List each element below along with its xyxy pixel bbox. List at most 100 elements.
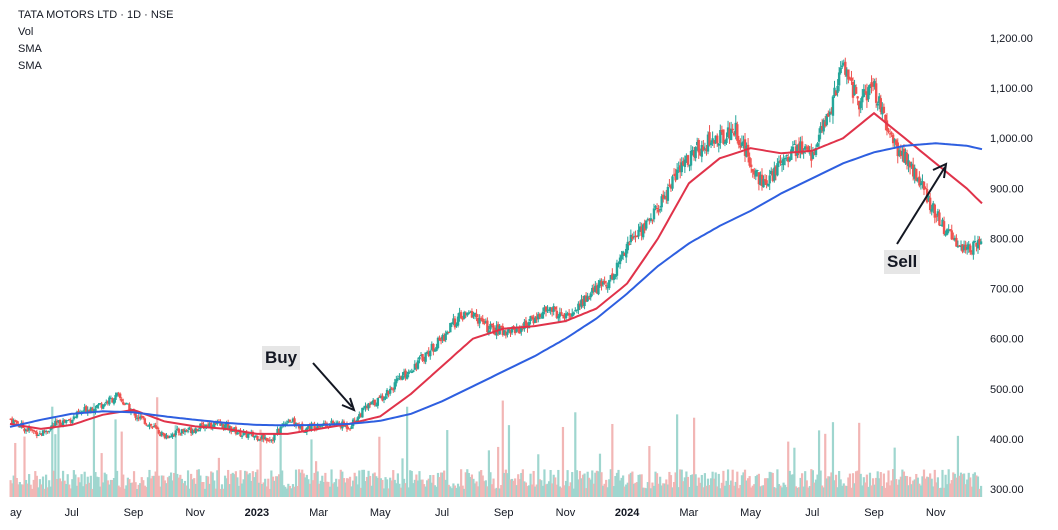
candle-body [353, 420, 356, 422]
volume-bar [501, 400, 504, 497]
volume-bar [626, 482, 629, 497]
volume-bar [342, 478, 345, 497]
volume-bar [186, 470, 190, 497]
candle-body [854, 87, 858, 94]
volume-bar [190, 473, 193, 497]
volume-bar [365, 476, 369, 497]
volume-bar [773, 487, 776, 497]
candle-body [574, 310, 577, 312]
volume-bar [531, 484, 534, 497]
candle-body [770, 170, 773, 175]
candle-body [331, 421, 335, 425]
buy-arrow-head [341, 397, 356, 412]
candle-body [709, 142, 713, 145]
candle-body [418, 357, 421, 360]
candle-body [621, 251, 625, 257]
volume-bar [125, 485, 128, 497]
candle-body [285, 423, 288, 425]
candle-body [532, 317, 535, 324]
candle-body [177, 428, 180, 433]
volume-bar [277, 474, 281, 497]
candle-body [168, 436, 171, 438]
volume-bar [197, 469, 200, 497]
volume-bar [639, 474, 642, 497]
candle-body [592, 287, 596, 291]
volume-bar [74, 474, 77, 497]
volume-bar [61, 470, 65, 497]
candle-body [780, 164, 784, 166]
volume-bar [430, 482, 433, 497]
volume-bar [307, 479, 310, 497]
volume-bar [649, 488, 653, 497]
candle-body [179, 433, 182, 435]
candle-body [313, 424, 316, 429]
volume-bar [399, 487, 403, 497]
candle-body [74, 417, 77, 419]
candle-body [86, 409, 89, 414]
volume-bar [648, 446, 651, 497]
candle-body [911, 164, 915, 177]
volume-bar [421, 479, 424, 497]
volume-bar [390, 480, 393, 497]
legend-vol[interactable]: Vol [18, 26, 34, 38]
volume-bar [12, 475, 15, 497]
y-tick-label: 600.00 [990, 334, 1024, 346]
candle-body [800, 141, 804, 155]
candle-body [796, 144, 799, 156]
x-tick-label: 2023 [245, 507, 269, 519]
x-tick-label: Mar [309, 507, 328, 519]
candle-body [822, 120, 825, 132]
volume-bar [165, 483, 168, 497]
candle-body [118, 393, 122, 399]
volume-bar [521, 469, 524, 497]
volume-bar [473, 483, 477, 497]
volume-bar [541, 485, 545, 497]
candle-body [371, 400, 375, 403]
candle-body [276, 429, 279, 435]
volume-histogram [9, 397, 983, 497]
legend-title[interactable]: TATA MOTORS LTD · 1D · NSE [18, 9, 174, 21]
candle-body [836, 86, 839, 93]
volume-bar [361, 469, 364, 497]
volume-bar [299, 472, 302, 497]
candle-body [976, 240, 980, 249]
candle-body [578, 303, 582, 306]
volume-bar [117, 485, 120, 497]
volume-bar [518, 479, 521, 497]
candle-body [907, 160, 910, 167]
volume-bar [804, 471, 807, 497]
volume-bar [80, 474, 83, 497]
volume-bar [325, 481, 329, 497]
candle-body [878, 96, 881, 104]
candle-body [106, 401, 110, 404]
volume-bar [892, 469, 895, 497]
legend-sma-1[interactable]: SMA [18, 43, 42, 55]
volume-bar [486, 486, 489, 497]
legend-sma-2[interactable]: SMA [18, 60, 42, 72]
volume-bar [635, 482, 639, 497]
candle-body [208, 423, 211, 429]
candle-body [655, 207, 659, 210]
candle-body [580, 299, 583, 307]
candle-body [560, 312, 563, 314]
volume-bar [973, 472, 977, 497]
volume-bar [805, 480, 808, 497]
candle-body [486, 320, 489, 333]
candle-body [395, 379, 398, 384]
candle-body [523, 321, 526, 330]
candle-body [567, 313, 571, 316]
volume-bar [450, 488, 453, 497]
candle-body [547, 309, 551, 311]
volume-bar [864, 482, 867, 497]
candle-body [682, 160, 685, 166]
candle-body [209, 422, 213, 427]
candle-body [149, 423, 153, 426]
volume-bar [466, 469, 469, 497]
candle-body [868, 84, 872, 89]
candle-body [734, 122, 737, 134]
volume-bar [760, 485, 764, 497]
volume-bar [827, 476, 830, 497]
volume-bar [609, 469, 612, 497]
x-tick-label: ay [10, 507, 22, 519]
